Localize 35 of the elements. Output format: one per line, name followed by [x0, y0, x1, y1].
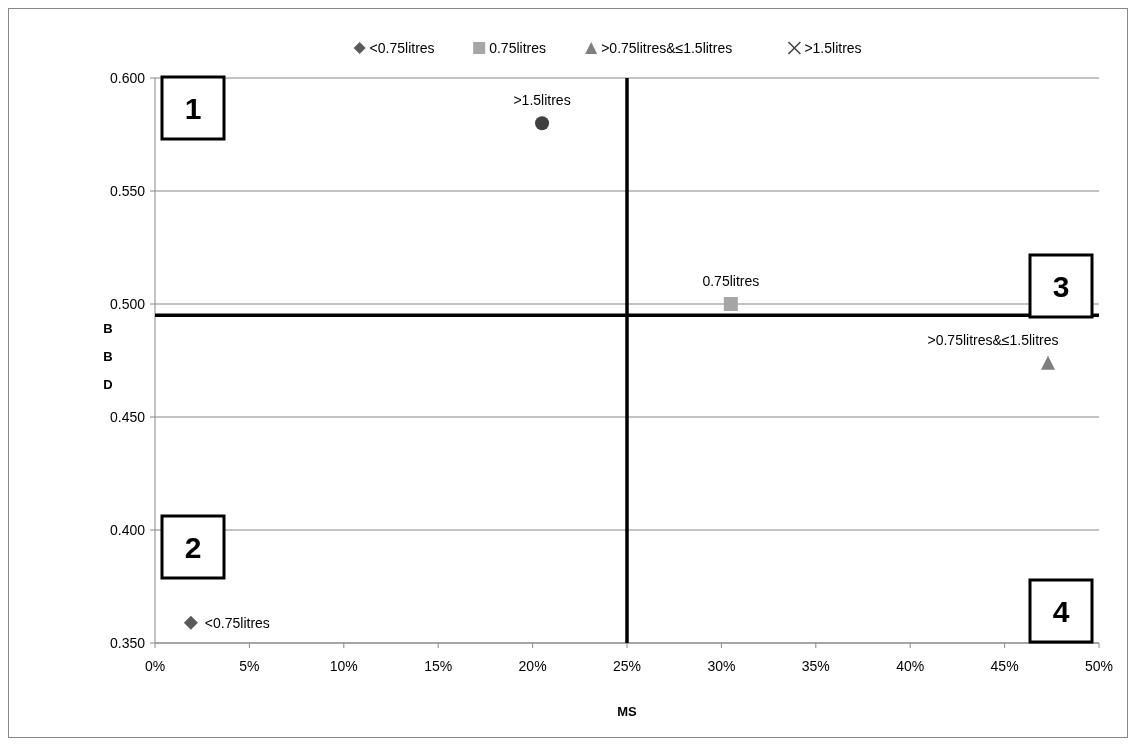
x-tick-label: 5% — [239, 658, 260, 674]
point — [535, 116, 550, 131]
text: 0.75litres — [702, 273, 760, 289]
annotation: 3 — [1052, 269, 1070, 303]
annotation: 2 — [184, 530, 202, 564]
text: <0.75litres — [204, 614, 270, 631]
y-axis-title: BBD — [103, 320, 113, 392]
y-tick-label: 0.500 — [109, 295, 146, 312]
point — [723, 297, 738, 311]
x-tick-label: 35% — [801, 658, 830, 674]
x-tick-label: 25% — [612, 658, 642, 674]
x-axis-title: MS — [617, 704, 638, 719]
x-tick-label: 30% — [707, 658, 736, 674]
legend-label: <0.75litres — [369, 39, 435, 56]
text: >1.5litres — [513, 92, 571, 109]
x-tick-label: 45% — [990, 658, 1019, 674]
y-tick-label: 0.600 — [109, 69, 146, 86]
y-tick-label: 0.550 — [109, 182, 146, 199]
legend-label: >0.75litres&≤1.5litres — [601, 39, 733, 56]
x-tick-label: 20% — [518, 658, 547, 674]
annotation: 4 — [1052, 594, 1070, 628]
y-tick-label: 0.450 — [109, 408, 146, 425]
x-tick-label: 0% — [144, 658, 166, 674]
legend-label: >1.5litres — [804, 39, 862, 56]
legend-label: 0.75litres — [489, 39, 547, 56]
x-tick-label: 15% — [424, 658, 453, 674]
x-tick-label: 10% — [329, 658, 358, 674]
y-tick-label: 0.400 — [109, 521, 146, 538]
annotation: 1 — [184, 91, 202, 125]
point — [1041, 355, 1056, 370]
text: >0.75litres&≤1.5litres — [927, 331, 1059, 348]
point — [183, 615, 198, 630]
x-tick-label: 50% — [1084, 658, 1114, 674]
y-tick-label: 0.350 — [109, 634, 146, 651]
x-tick-label: 40% — [896, 658, 925, 674]
